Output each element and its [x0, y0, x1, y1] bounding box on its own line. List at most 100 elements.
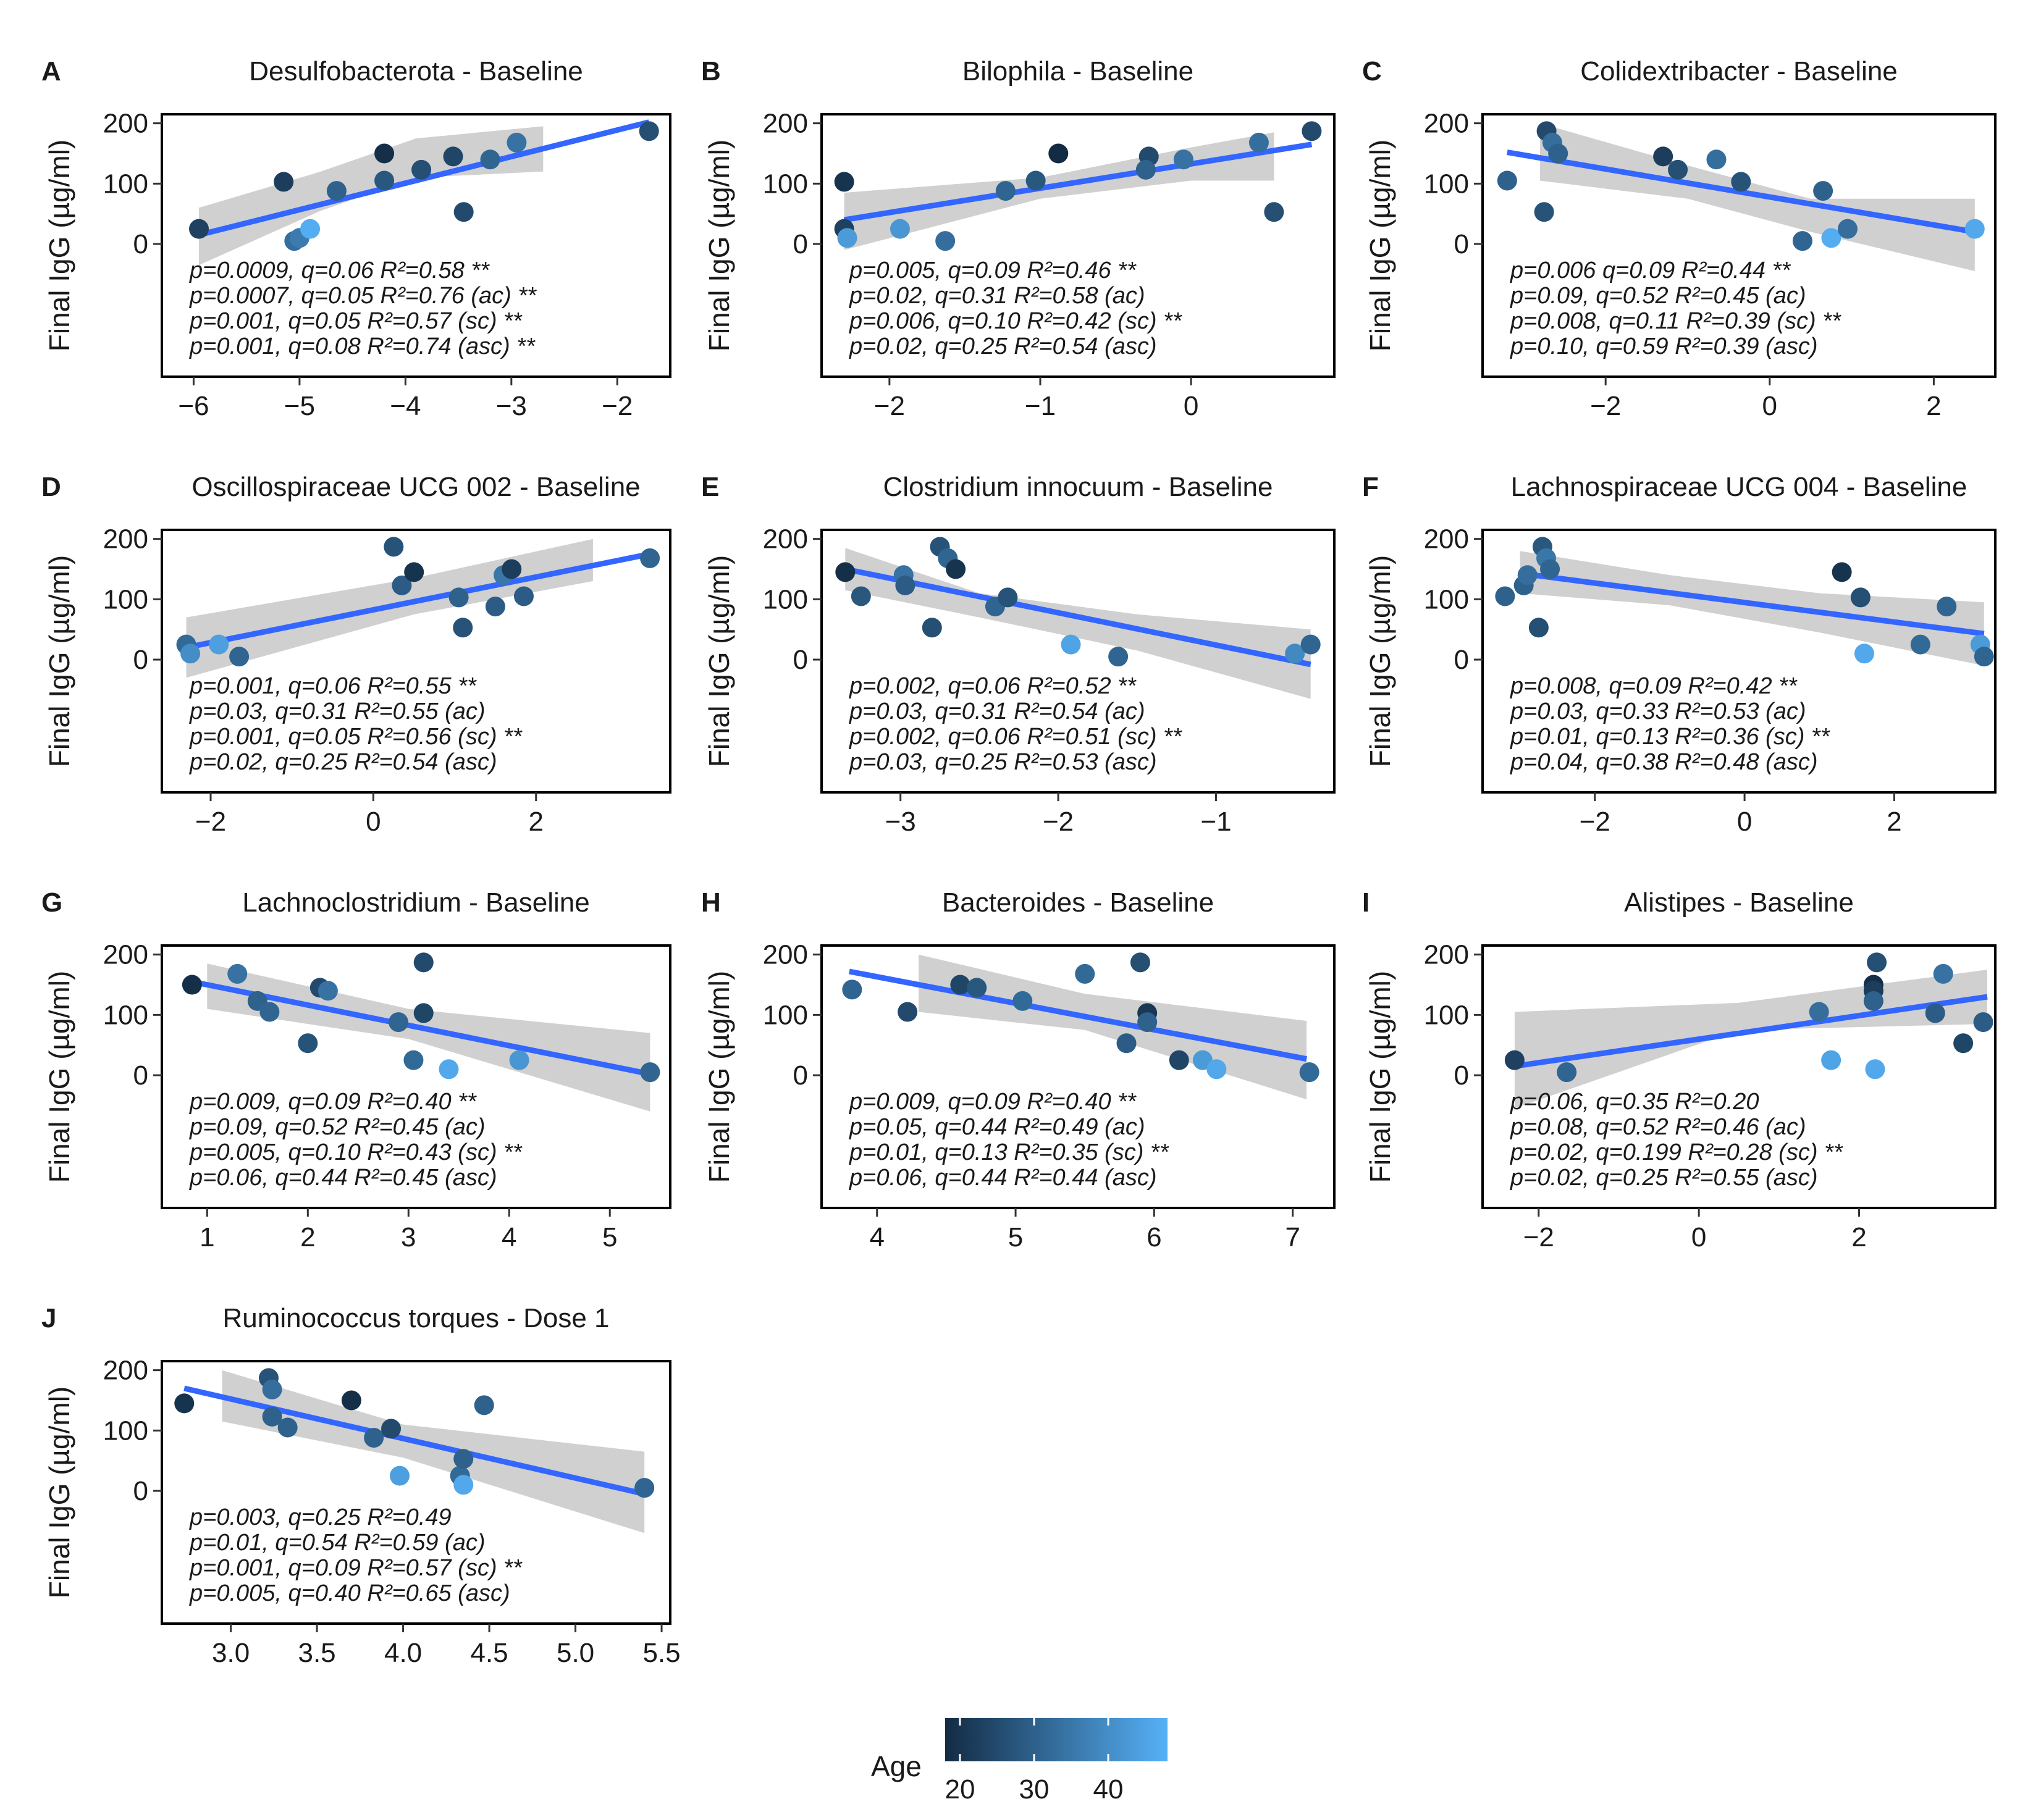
regression-line	[849, 968, 1307, 1062]
stat-annotation: p=0.02, q=0.25 R²=0.55 (asc)	[1510, 1165, 1818, 1191]
stat-annotation: p=0.003, q=0.25 R²=0.49	[189, 1504, 452, 1530]
y-tick-label: 100	[103, 584, 148, 614]
y-tick-label: 200	[763, 109, 808, 139]
panel-c: C Colidextribacter - Baseline Final IgG (µ…	[1362, 56, 1997, 421]
x-tick-label: 4	[502, 1222, 516, 1252]
panel-b: B Bilophila - Baseline Final IgG (µg/ml) p=…	[701, 56, 1336, 421]
data-point	[384, 537, 404, 557]
data-point	[189, 219, 209, 239]
panel-frame	[820, 529, 1336, 794]
data-point	[411, 159, 432, 180]
data-point	[1937, 597, 1957, 617]
stat-annotation: p=0.006 q=0.09 R²=0.44 **	[1510, 258, 1791, 283]
panel-h: H Bacteroides - Baseline Final IgG (µg/ml)…	[701, 887, 1336, 1252]
panel-a: A Desulfobacterota - Baseline Final IgG (µ…	[41, 56, 671, 421]
data-point	[1169, 1050, 1189, 1070]
stat-annotation: p=0.001, q=0.05 R²=0.57 (sc) **	[189, 308, 523, 334]
age-colorbar	[945, 1718, 1168, 1761]
data-point	[834, 172, 854, 192]
data-point	[1540, 559, 1560, 579]
data-point	[835, 562, 856, 582]
data-point	[898, 1002, 918, 1022]
data-point	[1973, 1012, 1993, 1033]
y-tick-label: 0	[793, 1060, 808, 1091]
panel-frame	[1481, 529, 1997, 794]
data-point	[1953, 1033, 1974, 1054]
panel-letter: F	[1362, 472, 1379, 502]
data-point	[634, 1478, 655, 1498]
stat-annotation: p=0.005, q=0.10 R²=0.43 (sc) **	[189, 1139, 523, 1165]
data-point	[453, 1475, 474, 1495]
stat-annotation: p=0.008, q=0.11 R²=0.39 (sc) **	[1510, 308, 1841, 334]
stat-annotation: p=0.09, q=0.52 R²=0.45 (ac)	[189, 1114, 486, 1140]
y-tick-label: 100	[763, 1000, 808, 1030]
stat-annotation: p=0.006, q=0.10 R²=0.42 (sc) **	[849, 308, 1182, 334]
y-tick-label: 200	[103, 524, 148, 555]
data-point	[1821, 1050, 1841, 1070]
y-tick-label: 100	[1424, 1000, 1469, 1030]
stat-annotation: p=0.02, q=0.25 R²=0.54 (asc)	[189, 749, 497, 775]
data-point	[950, 975, 970, 995]
stat-annotation: p=0.0007, q=0.05 R²=0.76 (ac) **	[189, 283, 537, 309]
x-tick-label: 6	[1147, 1222, 1161, 1252]
panel-e: E Clostridium innocuum - Baseline Final Ig…	[701, 472, 1336, 837]
data-point	[1300, 634, 1321, 655]
data-point	[300, 219, 321, 239]
legend-tick-label: 40	[1093, 1774, 1124, 1805]
y-axis-label: Final IgG (µg/ml)	[43, 555, 75, 767]
y-tick-label: 200	[1424, 524, 1469, 555]
x-tick-label: 2	[1926, 391, 1941, 421]
data-point	[1925, 1003, 1945, 1023]
data-point	[1248, 132, 1269, 153]
x-tick-label: 3.5	[298, 1638, 335, 1668]
regression-line	[844, 566, 1311, 668]
y-axis-label: Final IgG (µg/ml)	[43, 1386, 75, 1598]
panel-frame	[1481, 944, 1997, 1209]
x-tick-label: 2	[1851, 1222, 1866, 1252]
stat-annotation: p=0.02, q=0.199 R²=0.28 (sc) **	[1510, 1139, 1843, 1165]
data-point	[967, 978, 987, 998]
stat-annotation: p=0.06, q=0.44 R²=0.44 (asc)	[849, 1165, 1157, 1191]
y-axis-label: Final IgG (µg/ml)	[703, 140, 735, 351]
data-point	[453, 1449, 474, 1469]
panel-frame	[161, 113, 671, 378]
x-tick-label: 3.0	[212, 1638, 250, 1668]
panel-frame	[1481, 113, 1997, 378]
panel-title: Lachnospiraceae UCG 004 - Baseline	[1511, 472, 1967, 502]
stat-annotation: p=0.02, q=0.31 R²=0.58 (ac)	[849, 283, 1145, 309]
stat-annotation: p=0.009, q=0.09 R²=0.40 **	[849, 1089, 1137, 1115]
stat-annotation: p=0.0009, q=0.06 R²=0.58 **	[189, 258, 490, 283]
x-tick-label: −5	[284, 391, 315, 421]
data-point	[1863, 991, 1883, 1011]
regression-line	[1507, 149, 1976, 235]
y-tick-label: 0	[793, 229, 808, 259]
x-tick-label: −1	[1200, 807, 1231, 837]
x-tick-label: −2	[1043, 807, 1074, 837]
stat-annotation: p=0.03, q=0.31 R²=0.54 (ac)	[849, 698, 1145, 724]
x-tick-label: 0	[1737, 807, 1752, 837]
data-point	[413, 1003, 434, 1023]
data-point	[1264, 202, 1284, 222]
data-point	[640, 1062, 660, 1083]
data-point	[1821, 228, 1841, 248]
panel-title: Colidextribacter - Baseline	[1580, 56, 1898, 86]
x-tick-label: −6	[178, 391, 209, 421]
data-point	[998, 587, 1018, 608]
x-tick-label: −2	[1523, 1222, 1554, 1252]
stat-annotation: p=0.001, q=0.09 R²=0.57 (sc) **	[189, 1555, 523, 1581]
data-point	[404, 562, 424, 582]
data-point	[388, 1012, 408, 1033]
stat-annotation: p=0.001, q=0.06 R²=0.55 **	[189, 673, 477, 699]
panel-letter: C	[1362, 56, 1382, 86]
stat-annotation: p=0.01, q=0.13 R²=0.35 (sc) **	[849, 1139, 1169, 1165]
confidence-ribbon	[919, 954, 1307, 1100]
y-tick-label: 100	[763, 584, 808, 614]
panel-letter: J	[41, 1303, 56, 1333]
panel-frame	[820, 113, 1336, 378]
stat-annotation: p=0.06, q=0.35 R²=0.20	[1510, 1089, 1759, 1115]
panel-letter: D	[41, 472, 61, 502]
x-tick-label: 0	[366, 807, 381, 837]
data-point	[182, 975, 202, 995]
stat-annotation: p=0.02, q=0.25 R²=0.54 (asc)	[849, 333, 1157, 359]
x-tick-label: −3	[885, 807, 916, 837]
